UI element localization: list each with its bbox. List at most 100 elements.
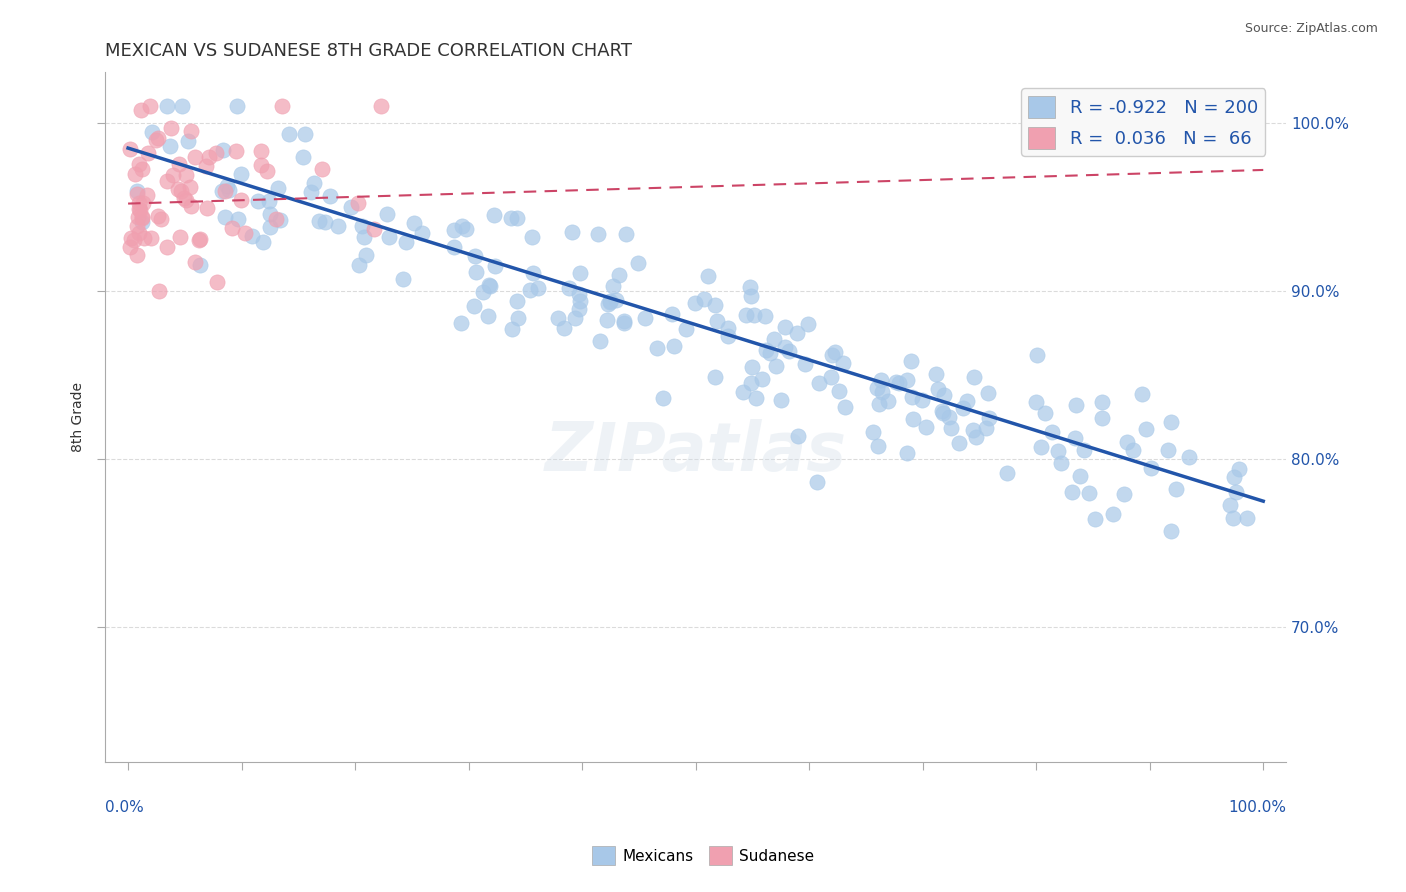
Point xyxy=(162,168,184,182)
Point xyxy=(136,146,159,161)
Point xyxy=(155,99,177,113)
Point xyxy=(170,184,193,198)
Point xyxy=(938,409,960,424)
Point xyxy=(197,150,219,164)
Point xyxy=(395,235,418,249)
Point xyxy=(1078,486,1101,500)
Point xyxy=(269,213,291,227)
Point xyxy=(605,293,627,307)
Point xyxy=(302,176,325,190)
Point xyxy=(704,298,727,312)
Point xyxy=(131,215,153,229)
Point xyxy=(925,368,948,382)
Point xyxy=(1160,415,1182,429)
Point xyxy=(402,216,425,230)
Point xyxy=(1073,442,1095,457)
Point xyxy=(134,231,156,245)
Point xyxy=(651,391,673,405)
Point xyxy=(326,219,349,234)
Point xyxy=(520,230,543,244)
Point xyxy=(1040,425,1063,440)
Point xyxy=(233,226,256,240)
Point xyxy=(131,162,153,177)
Point xyxy=(778,344,800,359)
Point xyxy=(477,277,499,292)
Point xyxy=(225,99,247,113)
Point xyxy=(901,412,924,426)
Point xyxy=(506,294,529,309)
Legend: Mexicans, Sudanese: Mexicans, Sudanese xyxy=(585,840,821,871)
Point xyxy=(1140,460,1163,475)
Point xyxy=(506,311,529,326)
Point xyxy=(127,210,149,224)
Point xyxy=(141,125,163,139)
Point xyxy=(443,223,465,237)
Point xyxy=(828,384,851,399)
Point xyxy=(195,201,218,215)
Point xyxy=(392,271,415,285)
Point xyxy=(569,293,592,308)
Point xyxy=(932,387,955,401)
Point xyxy=(259,207,281,221)
Point xyxy=(160,121,183,136)
Point xyxy=(127,219,149,234)
Point xyxy=(463,300,485,314)
Y-axis label: 8th Grade: 8th Grade xyxy=(72,382,86,452)
Point xyxy=(211,143,233,157)
Point xyxy=(797,317,820,331)
Point xyxy=(484,260,506,274)
Point xyxy=(547,311,569,326)
Point xyxy=(501,322,523,336)
Point xyxy=(1091,411,1114,425)
Point xyxy=(519,283,541,297)
Point xyxy=(877,393,900,408)
Point xyxy=(156,174,179,188)
Point xyxy=(259,219,281,234)
Point xyxy=(264,211,287,226)
Point xyxy=(1122,443,1144,458)
Point xyxy=(177,134,200,148)
Point xyxy=(352,219,374,233)
Point xyxy=(146,130,169,145)
Point xyxy=(703,370,725,384)
Point xyxy=(226,212,249,227)
Point xyxy=(131,211,153,225)
Point xyxy=(250,145,273,159)
Point xyxy=(915,419,938,434)
Point xyxy=(586,227,609,242)
Point xyxy=(411,227,433,241)
Point xyxy=(1026,348,1049,362)
Point xyxy=(257,194,280,208)
Point xyxy=(471,285,494,300)
Point xyxy=(479,279,502,293)
Point xyxy=(128,202,150,216)
Point xyxy=(675,322,697,336)
Point xyxy=(735,308,758,322)
Point xyxy=(645,341,668,355)
Point xyxy=(613,314,636,328)
Point xyxy=(806,475,828,489)
Point xyxy=(740,288,762,302)
Point xyxy=(1091,395,1114,409)
Point xyxy=(866,381,889,395)
Point xyxy=(808,376,831,391)
Point xyxy=(271,99,294,113)
Point xyxy=(962,423,984,437)
Point xyxy=(614,227,637,241)
Point xyxy=(169,230,191,244)
Point xyxy=(553,320,575,334)
Point xyxy=(769,393,792,408)
Point xyxy=(347,196,370,211)
Point xyxy=(180,199,202,213)
Legend: R = -0.922   N = 200, R =  0.036   N =  66: R = -0.922 N = 200, R = 0.036 N = 66 xyxy=(1021,88,1265,156)
Point xyxy=(370,99,392,113)
Point xyxy=(745,391,768,405)
Point xyxy=(527,281,550,295)
Point xyxy=(1225,485,1247,500)
Point xyxy=(465,265,488,279)
Point xyxy=(1227,462,1250,476)
Point xyxy=(1069,469,1091,483)
Point xyxy=(976,421,998,435)
Point xyxy=(1101,507,1123,521)
Point xyxy=(294,127,316,141)
